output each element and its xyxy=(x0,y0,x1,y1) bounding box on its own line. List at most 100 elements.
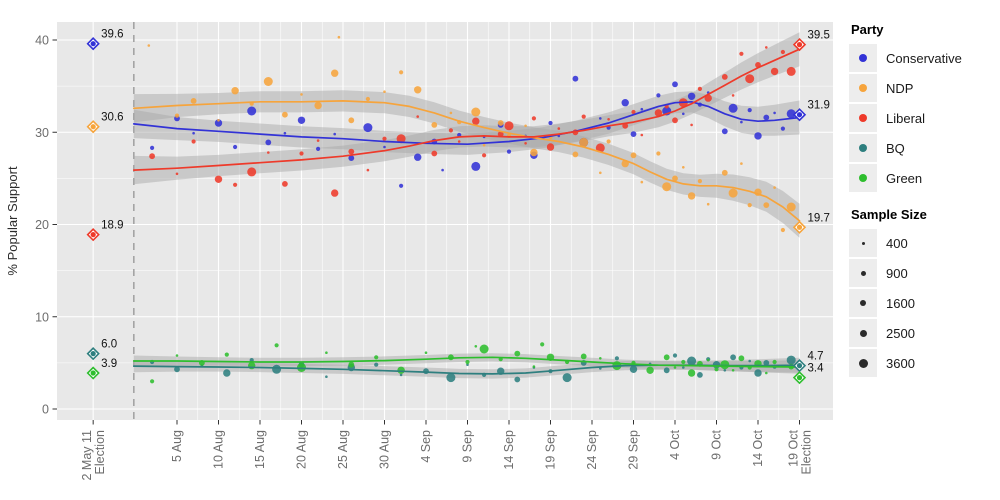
liberal-election-value-label: 39.5 xyxy=(808,30,830,42)
poll-point xyxy=(472,117,480,125)
liberal-poll-points xyxy=(149,46,796,197)
x-tick-label: 14 Sep xyxy=(502,430,516,470)
poll-point xyxy=(431,150,438,157)
x-tick-label: 29 Sep xyxy=(627,430,641,470)
sample-size-dot-icon xyxy=(858,358,868,368)
poll-point xyxy=(348,148,355,155)
poll-point xyxy=(524,124,527,128)
poll-point xyxy=(747,203,752,208)
ndp-trend-line xyxy=(132,100,801,222)
poll-point xyxy=(721,169,728,176)
poll-point xyxy=(731,94,735,97)
party-color-legend-key xyxy=(849,74,877,102)
conservative-election-value-label: 39.6 xyxy=(101,29,123,41)
legend-item-liberal: Liberal xyxy=(849,103,997,133)
poll-point xyxy=(263,77,273,86)
x-tick-label-text: 30 Aug xyxy=(378,430,392,469)
legend-item-conservative: Conservative xyxy=(849,43,997,73)
poll-point xyxy=(728,103,738,113)
poll-point xyxy=(524,142,527,145)
y-tick-label: 30 xyxy=(35,126,49,140)
ndp-election-dot xyxy=(796,224,803,230)
liberal-trend-line xyxy=(132,48,801,171)
poll-point xyxy=(780,227,786,233)
poll-point xyxy=(740,120,743,124)
poll-point xyxy=(621,99,629,107)
poll-point xyxy=(640,180,644,184)
poll-point xyxy=(599,171,602,175)
legend-item-bq: BQ xyxy=(849,133,997,163)
poll-point xyxy=(297,363,306,372)
poll-point xyxy=(399,183,404,188)
x-tick-label-text: Election xyxy=(93,430,107,475)
poll-point xyxy=(720,360,730,370)
poll-point xyxy=(300,93,303,96)
poll-point xyxy=(786,355,796,365)
liberal-election-dot xyxy=(90,232,96,238)
poll-point xyxy=(687,356,697,366)
poll-point xyxy=(697,179,703,184)
poll-point xyxy=(174,366,180,373)
poll-point xyxy=(506,149,512,154)
ndp-poll-points xyxy=(147,35,796,233)
x-tick-label-text: 25 Aug xyxy=(336,430,350,469)
poll-point xyxy=(282,111,288,118)
sample-size-legend: Sample Size 400 900 1600 2500 3600 xyxy=(849,207,997,378)
poll-point xyxy=(748,359,751,363)
sample-size-dot-icon xyxy=(859,329,867,337)
x-tick-label: 25 Aug xyxy=(336,430,350,469)
conservative-confidence-ribbon xyxy=(133,91,800,155)
y-tick-label: 10 xyxy=(35,310,49,324)
poll-point xyxy=(765,46,768,49)
liberal-election-dot xyxy=(796,42,803,48)
poll-point xyxy=(175,354,179,357)
poll-point xyxy=(532,365,536,368)
sample-size-legend-items: 400 900 1600 2500 3600 xyxy=(849,228,997,378)
x-tick-label: 2 May 11 Election xyxy=(80,430,107,481)
conservative-election-dot xyxy=(796,112,803,118)
poll-point xyxy=(721,128,728,135)
poll-point xyxy=(396,134,406,144)
poll-point xyxy=(325,351,328,355)
y-tick-label: 20 xyxy=(35,218,49,232)
poll-point xyxy=(780,126,786,131)
bq-election-dot xyxy=(796,363,803,369)
party-legend-items: Conservative NDP Liberal BQ Green xyxy=(849,43,997,193)
y-axis: 0 10 20 30 40 xyxy=(35,34,57,417)
poll-point xyxy=(374,362,379,367)
poll-point xyxy=(728,188,738,198)
poll-point xyxy=(690,123,693,127)
party-color-dot-icon xyxy=(859,54,867,62)
poll-point xyxy=(224,352,229,357)
poll-point xyxy=(672,353,678,358)
poll-point xyxy=(607,118,610,121)
poll-point xyxy=(233,182,238,187)
x-tick-label-text: 9 Sep xyxy=(461,430,475,463)
poll-point xyxy=(383,90,386,93)
green-election-value-label: 3.4 xyxy=(808,363,825,375)
poll-point xyxy=(514,350,521,357)
poll-point xyxy=(786,109,796,119)
poll-point xyxy=(331,69,339,77)
legend-item-3600: 3600 xyxy=(849,348,997,378)
poll-point xyxy=(174,113,180,118)
sample-size-legend-key xyxy=(849,229,877,257)
poll-point xyxy=(348,155,355,162)
poll-point xyxy=(217,119,220,122)
poll-point xyxy=(465,359,470,365)
x-tick-label-text: Election xyxy=(800,430,814,475)
x-tick-label: 5 Aug xyxy=(170,430,184,462)
poll-point xyxy=(265,139,272,146)
poll-point xyxy=(739,51,744,56)
poll-point xyxy=(786,202,796,212)
green-election-dot xyxy=(90,370,96,376)
poll-point xyxy=(363,123,373,133)
poll-point xyxy=(175,172,179,176)
poll-point xyxy=(247,106,257,116)
poll-point xyxy=(316,139,320,142)
ndp-election-dot xyxy=(90,124,96,130)
poll-point xyxy=(706,358,710,362)
2-may-11-election-results: 39.6 30.6 18.9 6.0 3.9 xyxy=(86,29,124,380)
poll-point xyxy=(397,366,405,374)
x-tick-label-text: 19 Sep xyxy=(544,430,558,470)
